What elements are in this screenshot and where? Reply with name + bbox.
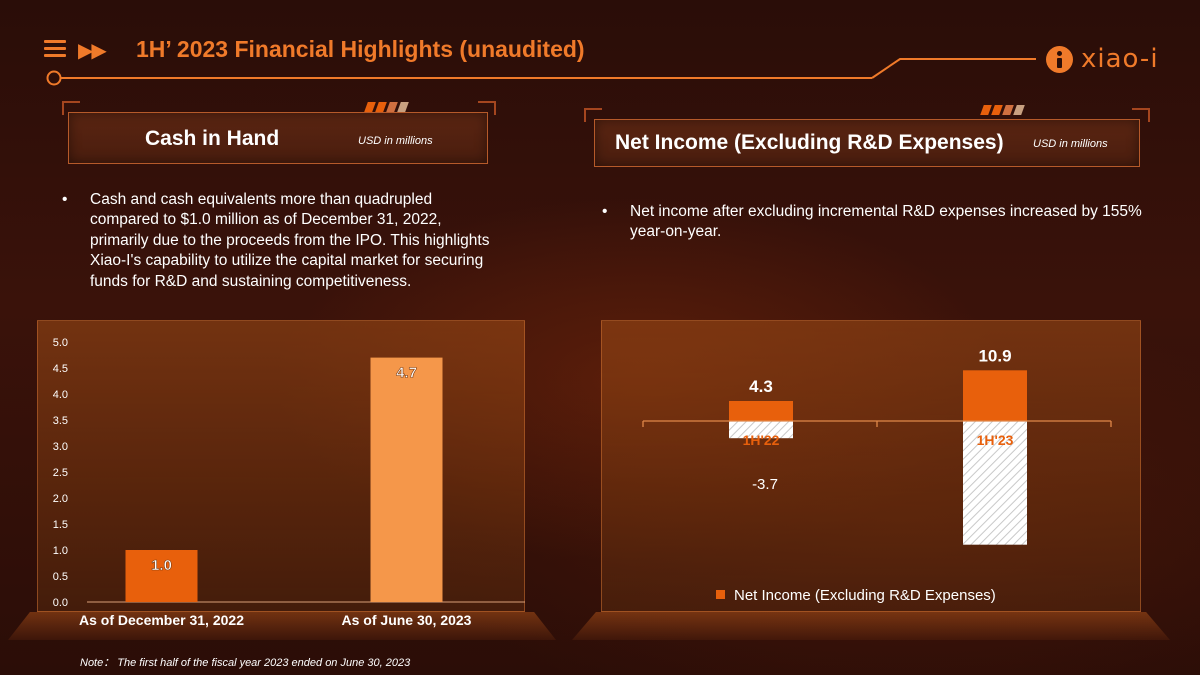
bullet-text: Net income after excluding incremental R… bbox=[630, 203, 1142, 241]
footnote: Note： The first half of the fiscal year … bbox=[80, 657, 411, 669]
y-tick-label: 5.0 bbox=[53, 337, 68, 349]
frame-corner bbox=[478, 101, 496, 115]
y-tick-label: 1.0 bbox=[53, 545, 68, 557]
page-title: 1H’ 2023 Financial Highlights (unaudited… bbox=[136, 36, 585, 62]
company-logo: xiao-i bbox=[1046, 44, 1159, 74]
y-tick-label: 3.0 bbox=[53, 441, 68, 453]
logo-text: xiao-i bbox=[1081, 44, 1159, 74]
bar bbox=[963, 370, 1027, 421]
y-tick-label: 1.5 bbox=[53, 519, 68, 531]
section-title: Cash in Hand bbox=[145, 127, 280, 150]
unit-label: USD in millions bbox=[1033, 138, 1108, 150]
bar-value-label: 4.7 bbox=[396, 365, 417, 382]
negative-bar bbox=[729, 421, 793, 439]
info-logo-icon bbox=[1046, 45, 1073, 73]
net-income-chart: 4.3 1H'22 -3.7 10.9 1H'23 Net Income (Exclud… bbox=[642, 346, 1112, 604]
bullet-text: Cash and cash equivalents more than quad… bbox=[90, 191, 490, 290]
net-income-section-header: Net Income (Excluding R&D Expenses) USD … bbox=[594, 119, 1140, 167]
panel-base bbox=[8, 612, 556, 640]
frame-corner bbox=[62, 101, 80, 115]
cash-chart-panel bbox=[37, 320, 525, 612]
y-tick-label: 4.0 bbox=[53, 389, 68, 401]
decor-stripes bbox=[980, 105, 1026, 115]
cash-in-hand-chart: 0.0 0.5 1.0 1.5 2.0 2.5 3.0 3.5 4.0 4.5 5.0 1.0 4.7… bbox=[53, 337, 525, 628]
cash-section-header: Cash in Hand USD in millions bbox=[68, 112, 488, 164]
panel-base bbox=[572, 612, 1170, 640]
negative-value-label: -3.7 bbox=[752, 476, 778, 493]
bar bbox=[729, 401, 793, 421]
y-tick-label: 4.5 bbox=[53, 363, 68, 375]
header-divider bbox=[46, 58, 1036, 86]
bullet-dot: • bbox=[62, 191, 68, 208]
y-tick-label: 0.0 bbox=[53, 597, 68, 609]
bar bbox=[370, 357, 443, 602]
bar-value-label: 4.3 bbox=[749, 377, 773, 396]
section-title: Net Income (Excluding R&D Expenses) bbox=[615, 131, 1004, 154]
frame-corner bbox=[1132, 108, 1150, 122]
y-tick-label: 2.5 bbox=[53, 467, 68, 479]
bar bbox=[125, 550, 198, 602]
net-income-bullet: • Net income after excluding incremental… bbox=[602, 202, 1162, 243]
category-label: As of June 30, 2023 bbox=[342, 612, 472, 628]
cash-bullet: • Cash and cash equivalents more than qu… bbox=[62, 190, 502, 292]
negative-bar bbox=[963, 421, 1027, 545]
bar-value-label: 1.0 bbox=[151, 557, 172, 574]
legend-label: Net Income (Excluding R&D Expenses) bbox=[734, 587, 996, 604]
decor-stripes bbox=[364, 102, 410, 112]
legend-swatch bbox=[716, 590, 725, 599]
fast-forward-icon: ▶▶ bbox=[78, 40, 107, 62]
frame-corner bbox=[584, 108, 602, 122]
category-label: 1H'23 bbox=[977, 432, 1014, 448]
y-tick-label: 2.0 bbox=[53, 493, 68, 505]
y-tick-label: 0.5 bbox=[53, 571, 68, 583]
bar-value-label: 10.9 bbox=[978, 346, 1011, 365]
bullet-dot: • bbox=[602, 203, 608, 220]
menu-icon[interactable] bbox=[44, 40, 66, 58]
unit-label: USD in millions bbox=[358, 135, 433, 147]
y-tick-label: 3.5 bbox=[53, 415, 68, 427]
category-label: 1H'22 bbox=[743, 432, 780, 448]
net-income-chart-panel bbox=[601, 320, 1141, 612]
category-label: As of December 31, 2022 bbox=[79, 612, 244, 628]
